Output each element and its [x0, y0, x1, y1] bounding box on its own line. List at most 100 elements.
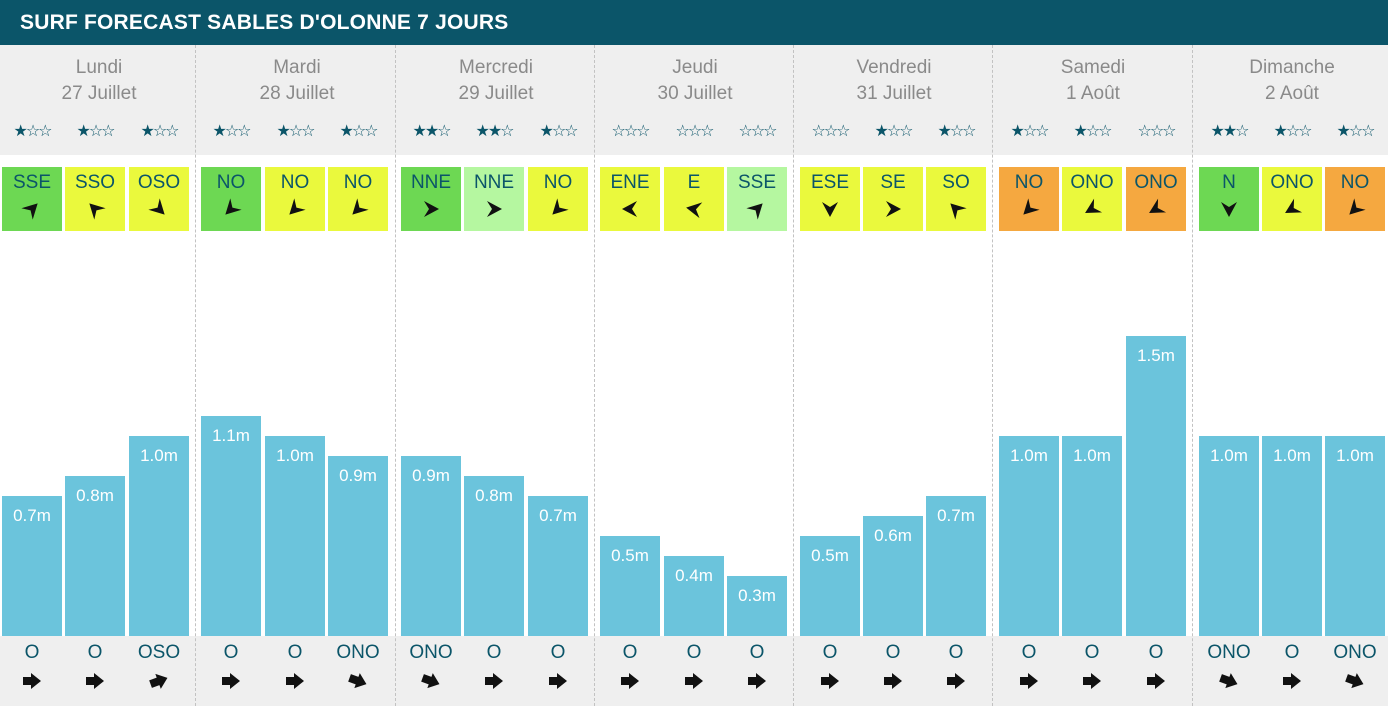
- swell-direction-label: O: [550, 642, 566, 663]
- wind-arrow-glyph: [746, 203, 763, 220]
- swell-direction-label: O: [885, 642, 901, 663]
- wind-direction-label: ONO: [1134, 172, 1178, 193]
- wave-height-label: 0.8m: [76, 486, 114, 505]
- swell-direction-label: ONO: [1333, 642, 1377, 663]
- swell-direction-label: O: [749, 642, 765, 663]
- swell-arrow-glyph: [1219, 673, 1238, 689]
- day-divider: [195, 45, 196, 706]
- star-rating: ☆☆☆: [675, 121, 714, 140]
- swell-arrow-icon: [547, 670, 569, 692]
- wind-arrow-icon: [21, 198, 43, 220]
- wind-box: NNE: [464, 167, 524, 231]
- swell-direction-label: O: [822, 642, 838, 663]
- wave-height-bar: [1126, 336, 1186, 636]
- wave-height-label: 0.4m: [675, 566, 713, 585]
- swell-arrow-icon: [746, 670, 768, 692]
- swell-direction-label: O: [1148, 642, 1164, 663]
- swell-direction-label: O: [1084, 642, 1100, 663]
- wind-arrow-icon: [483, 198, 505, 220]
- wave-height-bar: [863, 516, 923, 636]
- swell-arrow-icon: [683, 670, 705, 692]
- star-rating: ★☆☆: [140, 121, 179, 140]
- wind-box: SE: [863, 167, 923, 231]
- day-divider: [793, 45, 794, 706]
- star-rating: ★☆☆: [1336, 121, 1375, 140]
- wind-arrow-icon: [882, 198, 904, 220]
- wind-box: NO: [328, 167, 388, 231]
- wind-arrow-glyph: [487, 201, 502, 217]
- day-date: 30 Juillet: [657, 83, 733, 104]
- swell-arrow-icon: [1018, 670, 1040, 692]
- wave-height-bar: [201, 416, 261, 636]
- wind-direction-label: NO: [1014, 172, 1044, 193]
- swell-direction-label: O: [686, 642, 702, 663]
- day-divider: [395, 45, 396, 706]
- wind-direction-label: ONO: [1070, 172, 1114, 193]
- swell-direction-label: O: [948, 642, 964, 663]
- day-name: Vendredi: [856, 57, 932, 78]
- day-date: 2 Août: [1265, 83, 1319, 104]
- swell-direction-label: O: [1021, 642, 1037, 663]
- swell-arrow-icon: [21, 670, 43, 692]
- swell-arrow-icon: [84, 670, 106, 692]
- wave-height-label: 1.0m: [1010, 446, 1048, 465]
- wind-arrow-glyph: [21, 203, 38, 220]
- star-rating: ★☆☆: [874, 121, 913, 140]
- swell-arrow-glyph: [947, 673, 965, 689]
- swell-direction-label: ONO: [409, 642, 453, 663]
- day-header: Lundi 27 Juillet: [0, 55, 198, 107]
- swell-arrow-glyph: [621, 673, 639, 689]
- wave-height-bar: [464, 476, 524, 636]
- wave-height-bar: [664, 556, 724, 636]
- wind-box: ONO: [1062, 167, 1122, 231]
- star-rating: ★☆☆: [1073, 121, 1112, 140]
- wind-arrow-glyph: [552, 198, 569, 215]
- wave-height-label: 1.0m: [140, 446, 178, 465]
- wind-box: ENE: [600, 167, 660, 231]
- day-divider: [1192, 45, 1193, 706]
- wind-box: OSO: [129, 167, 189, 231]
- wind-arrow-glyph: [1085, 198, 1103, 213]
- swell-band: [0, 636, 1388, 706]
- wave-height-label: 1.0m: [276, 446, 314, 465]
- wind-direction-label: SE: [880, 172, 906, 193]
- swell-arrow-glyph: [286, 673, 304, 689]
- day-name: Mardi: [273, 57, 321, 78]
- swell-arrow-glyph: [549, 673, 567, 689]
- wind-box: NO: [201, 167, 261, 231]
- wave-height-bar: [528, 496, 588, 636]
- day-header: Mardi 28 Juillet: [198, 55, 396, 107]
- swell-arrow-glyph: [884, 673, 902, 689]
- star-rating: ★☆☆: [76, 121, 115, 140]
- swell-direction-label: O: [486, 642, 502, 663]
- wave-height-label: 0.7m: [539, 506, 577, 525]
- wind-arrow-glyph: [950, 203, 967, 220]
- wind-arrow-glyph: [1149, 198, 1167, 213]
- wind-arrow-glyph: [822, 202, 838, 217]
- swell-direction-label: OSO: [137, 642, 181, 663]
- wind-arrow-icon: [1281, 198, 1303, 220]
- wind-arrow-glyph: [89, 203, 106, 220]
- swell-arrow-glyph: [1147, 673, 1165, 689]
- swell-arrow-glyph: [821, 673, 839, 689]
- wind-direction-label: SSO: [74, 172, 116, 193]
- wave-height-label: 0.7m: [13, 506, 51, 525]
- swell-arrow-glyph: [1345, 673, 1364, 689]
- swell-arrow-icon: [220, 670, 242, 692]
- day-name: Lundi: [75, 57, 123, 78]
- star-rating: ★★☆: [475, 121, 514, 140]
- star-rating: ★☆☆: [539, 121, 578, 140]
- wind-arrow-icon: [220, 198, 242, 220]
- forecast-title: SURF FORECAST SABLES D'OLONNE 7 JOURS: [0, 0, 1388, 45]
- wind-box: NO: [1325, 167, 1385, 231]
- wave-height-label: 0.7m: [937, 506, 975, 525]
- swell-arrow-icon: [882, 670, 904, 692]
- star-rating: ★☆☆: [937, 121, 976, 140]
- wind-direction-label: N: [1222, 172, 1236, 193]
- star-rating: ★☆☆: [339, 121, 378, 140]
- swell-direction-label: ONO: [1207, 642, 1251, 663]
- day-date: 31 Juillet: [856, 83, 932, 104]
- swell-arrow-glyph: [485, 673, 503, 689]
- wave-height-label: 1.1m: [212, 426, 250, 445]
- wave-height-bar: [999, 436, 1059, 636]
